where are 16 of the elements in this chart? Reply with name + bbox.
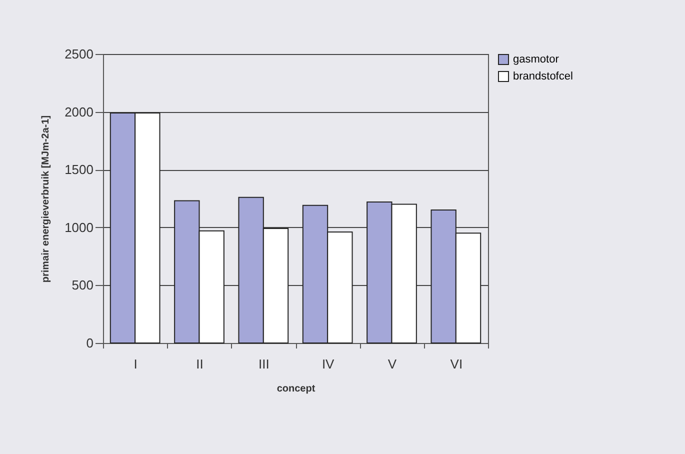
y-tick-label: 0 (86, 336, 94, 350)
x-axis-title: concept (276, 384, 316, 394)
y-axis-title: primair energieverbruik [MJm-2a-1] (40, 115, 52, 283)
y-tick-label: 2000 (64, 104, 94, 120)
legend-label: gasmotor (513, 54, 560, 66)
x-tick-label: I (134, 356, 138, 372)
x-tick-label: III (258, 356, 270, 372)
x-tick-label: II (196, 356, 204, 372)
x-tick-label: IV (322, 356, 335, 372)
legend-label: brandstofcel (513, 70, 573, 82)
y-tick-label: 1500 (64, 162, 94, 178)
y-tick-label: 500 (72, 278, 94, 293)
y-tick-label: 2500 (64, 46, 94, 62)
y-tick-label: 1000 (64, 220, 94, 235)
x-tick-label: VI (450, 356, 463, 372)
x-tick-label: V (388, 356, 397, 372)
